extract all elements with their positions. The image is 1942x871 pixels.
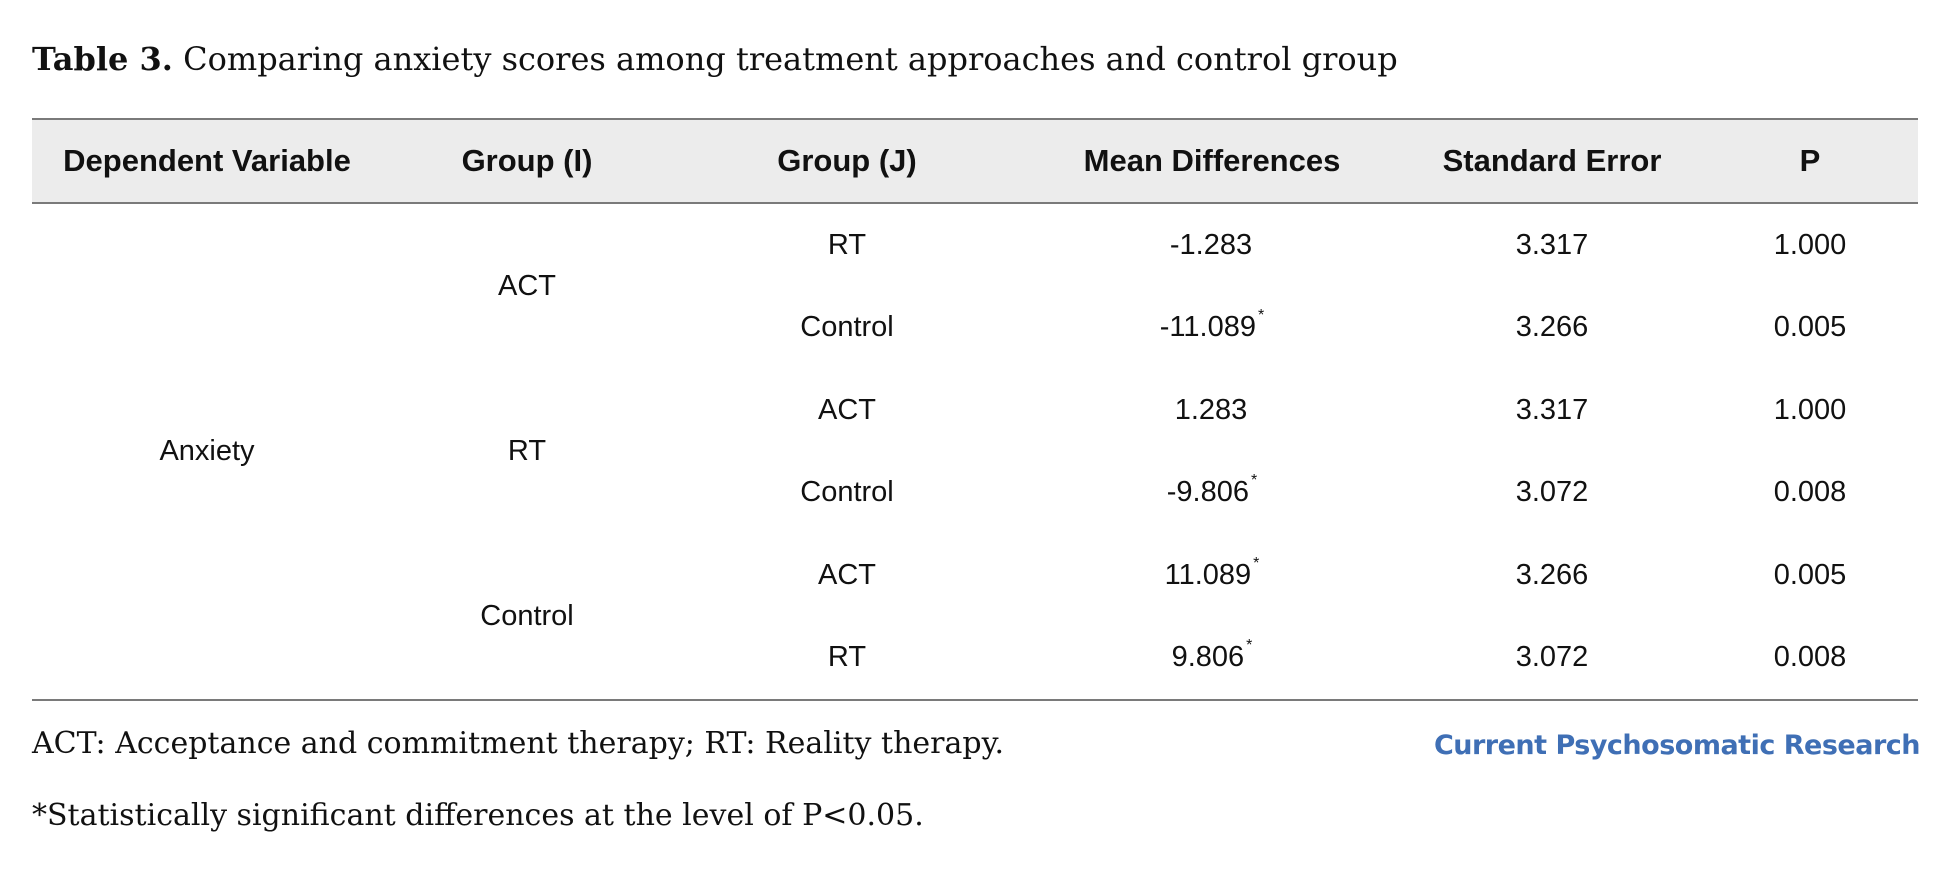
header-group-i: Group (I) <box>382 118 672 204</box>
significance-marker: * <box>1246 637 1253 655</box>
group-j-cell: ACT <box>818 393 876 426</box>
group-j-cell: Control <box>800 476 894 509</box>
table-caption-text: Comparing anxiety scores among treatment… <box>172 40 1398 78</box>
results-table: Dependent Variable Group (I) Group (J) M… <box>32 118 1918 701</box>
table-header-row: Dependent Variable Group (I) Group (J) M… <box>32 118 1918 204</box>
mean-diff-cell: -9.806 * <box>1166 472 1258 509</box>
journal-logo: Current Psychosomatic Research <box>1433 730 1921 761</box>
standard-error-cell: 3.266 <box>1515 311 1589 344</box>
significance-marker: * <box>1251 472 1258 490</box>
group-j-cell: ACT <box>818 558 876 591</box>
p-value-cell: 0.008 <box>1773 476 1847 509</box>
header-mean-differences: Mean Differences <box>1022 118 1402 204</box>
group-i-cell: Control <box>382 534 672 701</box>
abbreviations-footnote: ACT: Acceptance and commitment therapy; … <box>32 726 1005 761</box>
p-value-cell: 0.008 <box>1702 616 1918 701</box>
mean-diff-cell: -11.089 * <box>1159 307 1265 344</box>
mean-diff-cell: -1.283 <box>1169 228 1253 261</box>
significance-marker: * <box>1253 554 1260 572</box>
mean-diff-cell: 11.089 * <box>1164 554 1260 591</box>
header-group-j: Group (J) <box>672 118 1022 204</box>
p-value-cell: 0.005 <box>1773 311 1847 344</box>
header-p: P <box>1702 118 1918 204</box>
mean-diff-cell: 1.283 <box>1174 393 1248 426</box>
dependent-variable-cell: Anxiety <box>32 203 382 701</box>
standard-error-cell: 3.317 <box>1515 393 1589 426</box>
table-row: RT ACT 1.283 3.317 1.000 <box>32 369 1918 467</box>
group-j-cell: Control <box>800 311 894 344</box>
table-row: RT 9.806 * 3.072 0.008 <box>32 616 1918 701</box>
standard-error-cell: 3.072 <box>1402 616 1702 701</box>
group-j-cell: RT <box>827 228 867 261</box>
significance-marker: * <box>1257 307 1265 325</box>
group-j-cell: RT <box>672 616 1022 701</box>
table-caption-label: Table 3. <box>32 40 173 78</box>
standard-error-cell: 3.317 <box>1515 228 1589 261</box>
table-row: Control -11.089 * 3.266 0.005 <box>32 287 1918 370</box>
table-row: Anxiety ACT RT -1.283 3.317 1.000 <box>32 203 1918 701</box>
p-value-cell: 1.000 <box>1773 393 1847 426</box>
table-row: Control -9.806 * 3.072 0.008 <box>32 452 1918 535</box>
group-i-cell: RT <box>507 435 547 467</box>
standard-error-cell: 3.072 <box>1515 476 1589 509</box>
header-dependent-variable: Dependent Variable <box>32 118 382 204</box>
significance-footnote: *Statistically significant differences a… <box>32 798 924 833</box>
p-value-cell: 1.000 <box>1773 228 1847 261</box>
table-row: Control ACT 11.089 * 3.266 0.005 <box>32 534 1918 701</box>
group-i-cell: ACT <box>498 270 556 302</box>
mean-diff-cell: 9.806 * <box>1022 616 1402 701</box>
header-standard-error: Standard Error <box>1402 118 1702 204</box>
p-value-cell: 0.005 <box>1773 558 1847 591</box>
table-caption: Table 3. Comparing anxiety scores among … <box>32 40 1398 78</box>
standard-error-cell: 3.266 <box>1515 558 1589 591</box>
